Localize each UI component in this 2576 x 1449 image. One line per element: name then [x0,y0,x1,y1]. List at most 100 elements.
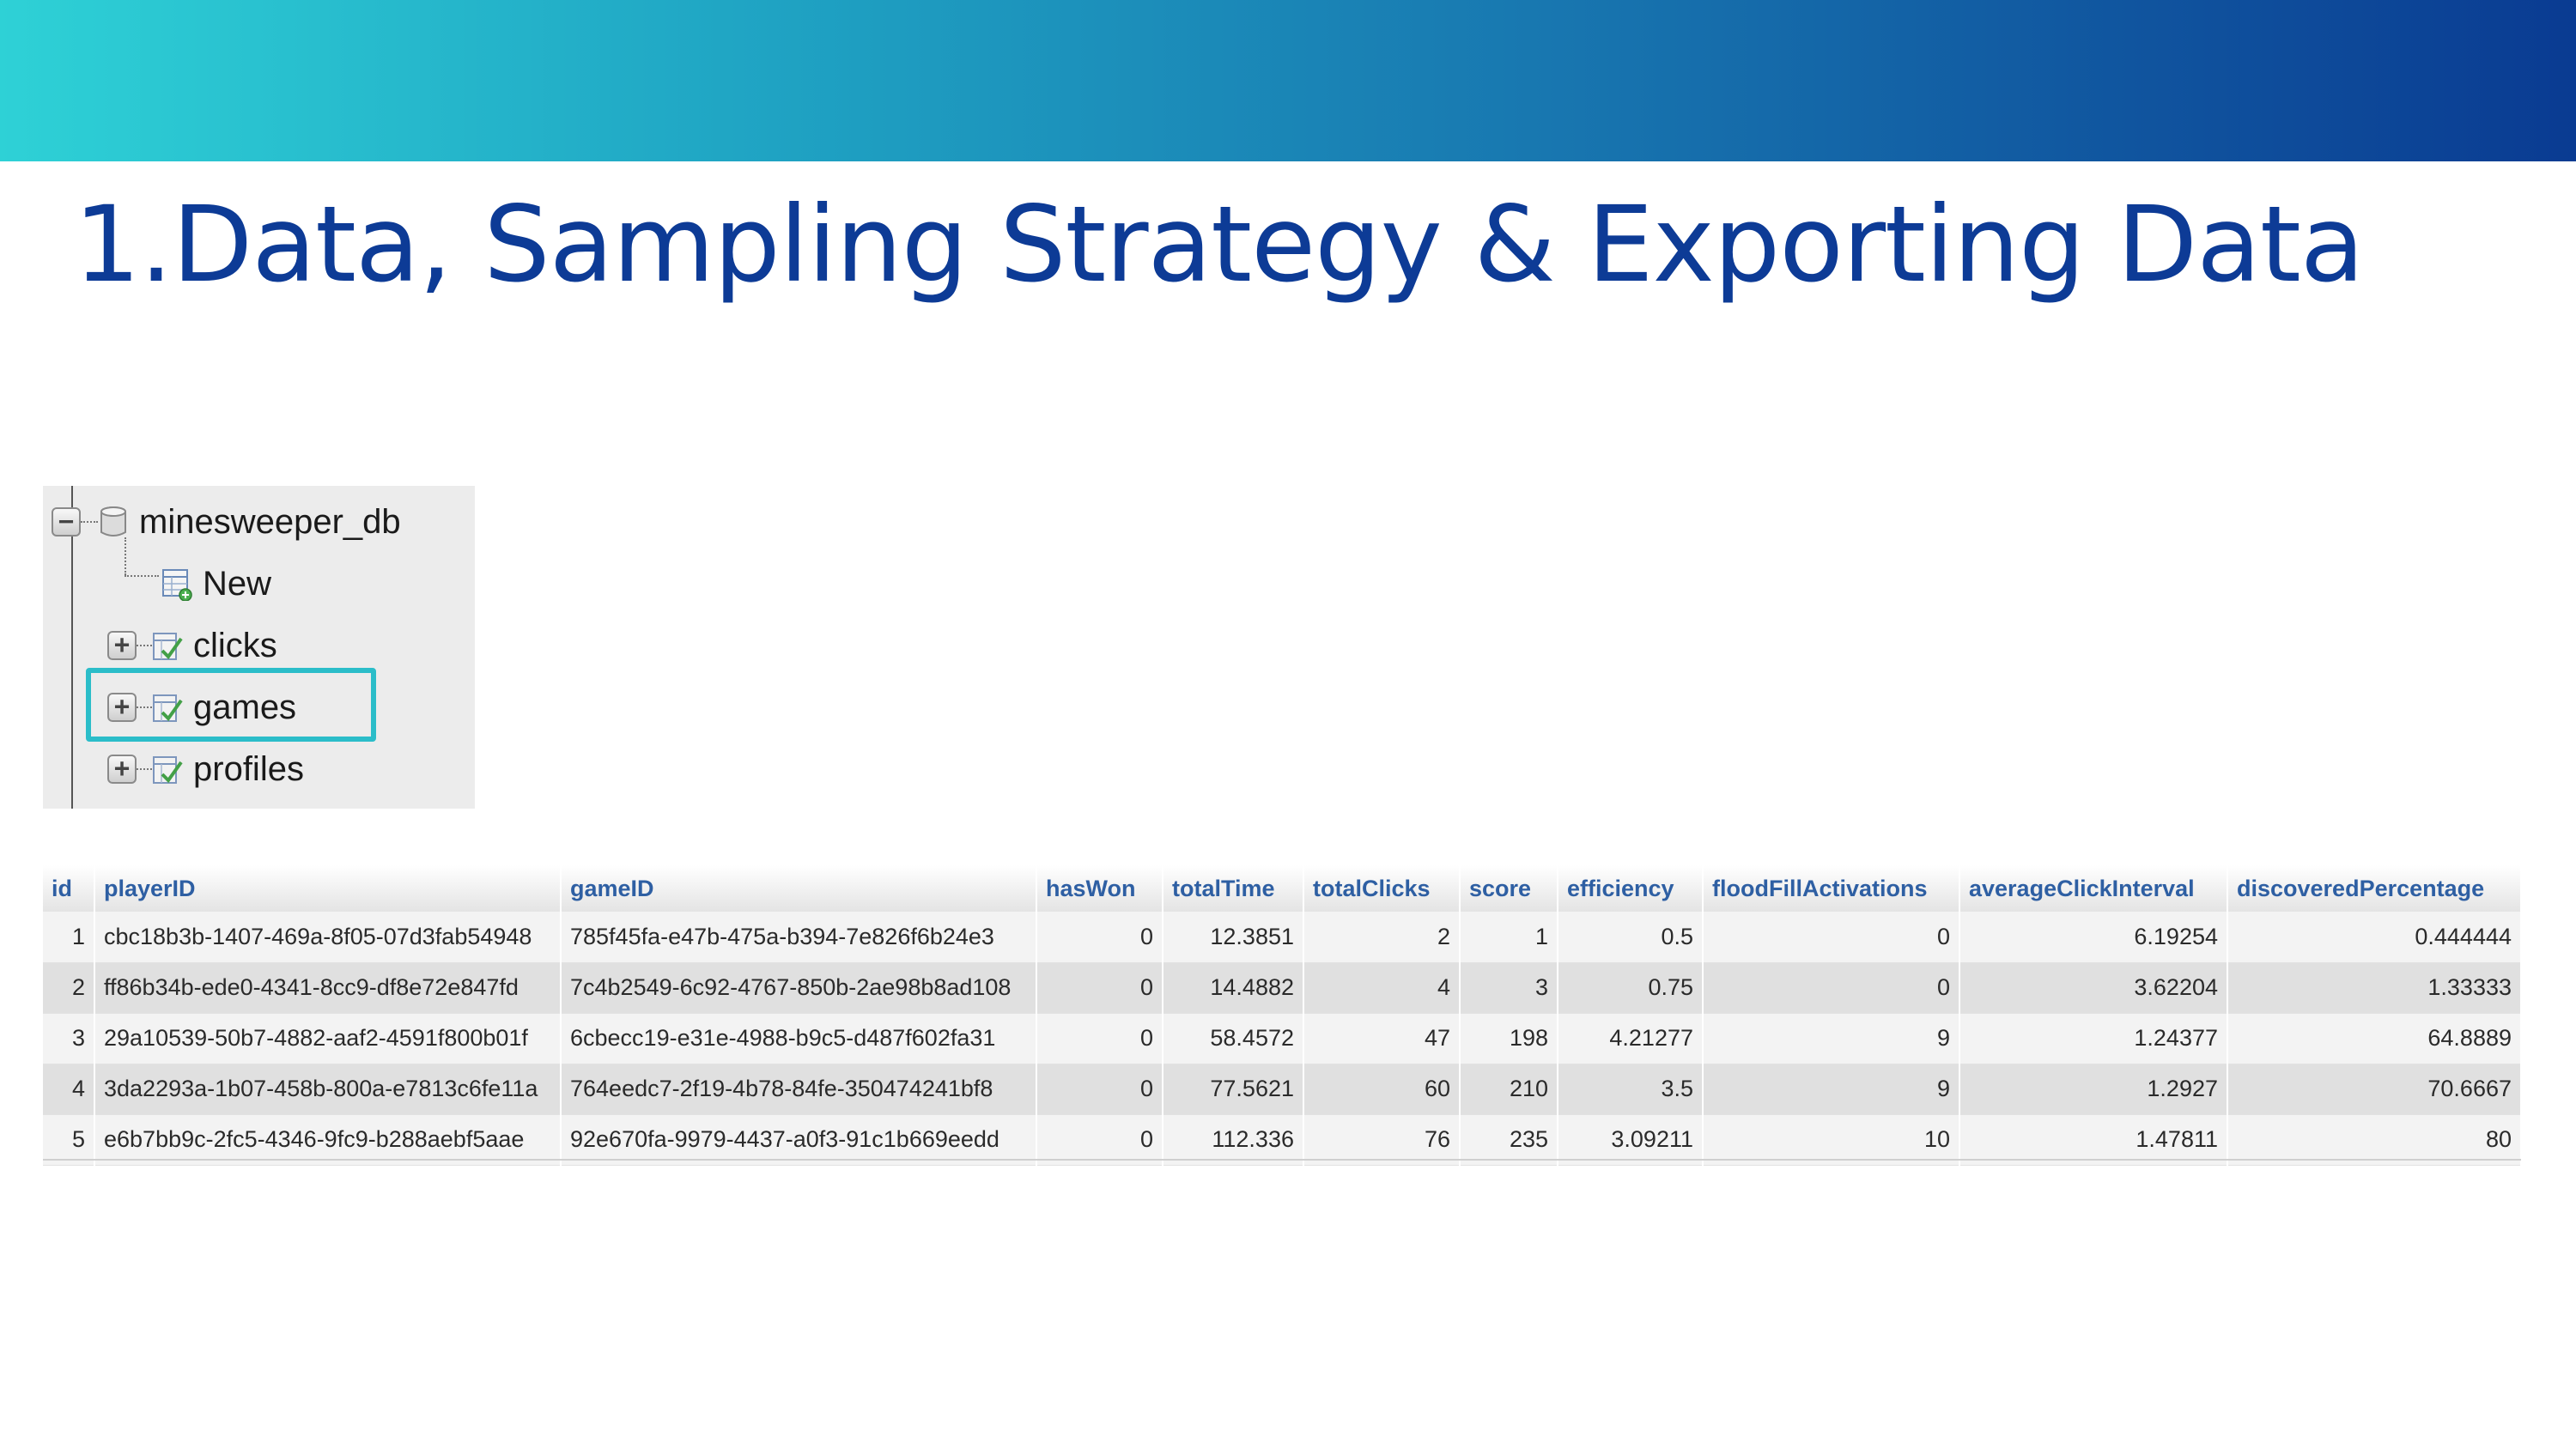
tree-connector [137,706,152,708]
cell-gameid: 6cbecc19-e31e-4988-b9c5-d487f602fa31 [561,1013,1037,1064]
column-header-score[interactable]: score [1460,865,1558,912]
table-row[interactable]: 5 e6b7bb9c-2fc5-4346-9fc9-b288aebf5aae 9… [43,1114,2522,1166]
tree-line [71,486,73,809]
cell-haswon: 0 [1036,1064,1163,1115]
cell-floodfillactivations: 0 [1703,962,1960,1014]
tree-item-label: games [193,688,297,726]
cell-floodfillactivations: 10 [1703,1114,1960,1166]
tree-connector [137,768,152,770]
cell-totaltime: 77.5621 [1163,1064,1304,1115]
cell-id: 4 [43,1064,95,1115]
cell-totaltime: 58.4572 [1163,1013,1304,1064]
cell-efficiency: 3.09211 [1558,1114,1704,1166]
cell-playerid: 29a10539-50b7-4882-aaf2-4591f800b01f [94,1013,562,1064]
database-name: minesweeper_db [139,502,401,541]
games-data-table: id playerID gameID hasWon totalTime tota… [43,865,2522,1166]
cell-score: 235 [1460,1114,1558,1166]
cell-id: 5 [43,1114,95,1166]
cell-discoveredpercentage: 1.33333 [2227,962,2522,1014]
column-header-playerid[interactable]: playerID [94,865,562,912]
table-header-row: id playerID gameID hasWon totalTime tota… [43,865,2522,912]
cell-id: 1 [43,912,95,963]
tree-connector [81,521,98,523]
cell-discoveredpercentage: 70.6667 [2227,1064,2522,1115]
tree-item-clicks[interactable]: + clicks [107,621,277,670]
cell-totaltime: 12.3851 [1163,912,1304,963]
cell-score: 210 [1460,1064,1558,1115]
cell-efficiency: 3.5 [1558,1064,1704,1115]
cell-gameid: 785f45fa-e47b-475a-b394-7e826f6b24e3 [561,912,1037,963]
cell-averageclickinterval: 3.62204 [1959,962,2228,1014]
cell-playerid: cbc18b3b-1407-469a-8f05-07d3fab54948 [94,912,562,963]
cell-gameid: 92e670fa-9979-4437-a0f3-91c1b669eedd [561,1114,1037,1166]
cell-score: 1 [1460,912,1558,963]
cell-floodfillactivations: 0 [1703,912,1960,963]
cell-discoveredpercentage: 0.444444 [2227,912,2522,963]
column-header-floodfillactivations[interactable]: floodFillActivations [1703,865,1960,912]
column-header-totaltime[interactable]: totalTime [1163,865,1304,912]
cell-totaltime: 112.336 [1163,1114,1304,1166]
tree-item-label: clicks [193,626,277,664]
cell-score: 3 [1460,962,1558,1014]
expand-icon[interactable]: + [107,631,137,660]
cell-gameid: 7c4b2549-6c92-4767-850b-2ae98b8ad108 [561,962,1037,1014]
column-header-efficiency[interactable]: efficiency [1558,865,1704,912]
cell-score: 198 [1460,1013,1558,1064]
table-icon [153,694,183,722]
tree-item-label: New [203,564,272,603]
database-tree-panel: − minesweeper_db New + cli [43,486,475,809]
tree-item-new[interactable]: New [161,560,271,608]
cell-efficiency: 4.21277 [1558,1013,1704,1064]
cell-discoveredpercentage: 80 [2227,1114,2522,1166]
cell-playerid: e6b7bb9c-2fc5-4346-9fc9-b288aebf5aae [94,1114,562,1166]
cell-averageclickinterval: 1.2927 [1959,1064,2228,1115]
cell-totalclicks: 4 [1303,962,1461,1014]
cell-gameid: 764eedc7-2f19-4b78-84fe-350474241bf8 [561,1064,1037,1115]
cell-floodfillactivations: 9 [1703,1013,1960,1064]
column-header-id[interactable]: id [43,865,95,912]
cell-totaltime: 14.4882 [1163,962,1304,1014]
table-row[interactable]: 1 cbc18b3b-1407-469a-8f05-07d3fab54948 7… [43,912,2522,963]
tree-item-label: profiles [193,749,304,788]
cell-efficiency: 0.75 [1558,962,1704,1014]
collapse-icon[interactable]: − [52,507,81,537]
cell-playerid: 3da2293a-1b07-458b-800a-e7813c6fe11a [94,1064,562,1115]
database-icon [100,506,126,537]
header-banner [0,0,2576,161]
tree-item-profiles[interactable]: + profiles [107,745,304,793]
cell-floodfillactivations: 9 [1703,1064,1960,1115]
column-header-totalclicks[interactable]: totalClicks [1303,865,1461,912]
cell-haswon: 0 [1036,1013,1163,1064]
cell-playerid: ff86b34b-ede0-4341-8cc9-df8e72e847fd [94,962,562,1014]
cell-haswon: 0 [1036,912,1163,963]
games-highlight-box [86,668,376,742]
cell-averageclickinterval: 1.24377 [1959,1013,2228,1064]
slide-title: 1.Data, Sampling Strategy & Exporting Da… [74,184,2365,306]
column-header-discoveredpercentage[interactable]: discoveredPercentage [2227,865,2522,912]
table-row[interactable]: 2 ff86b34b-ede0-4341-8cc9-df8e72e847fd 7… [43,962,2522,1014]
table-bottom-border [43,1159,2521,1161]
column-header-averageclickinterval[interactable]: averageClickInterval [1959,865,2228,912]
cell-haswon: 0 [1036,1114,1163,1166]
expand-icon[interactable]: + [107,755,137,784]
tree-line [125,537,126,575]
expand-icon[interactable]: + [107,693,137,722]
table-icon [153,633,183,660]
cell-averageclickinterval: 1.47811 [1959,1114,2228,1166]
cell-efficiency: 0.5 [1558,912,1704,963]
column-header-haswon[interactable]: hasWon [1036,865,1163,912]
table-row[interactable]: 4 3da2293a-1b07-458b-800a-e7813c6fe11a 7… [43,1064,2522,1115]
new-table-icon [162,569,192,601]
cell-totalclicks: 2 [1303,912,1461,963]
column-header-gameid[interactable]: gameID [561,865,1037,912]
tree-item-games[interactable]: + games [107,683,296,731]
cell-averageclickinterval: 6.19254 [1959,912,2228,963]
cell-discoveredpercentage: 64.8889 [2227,1013,2522,1064]
tree-connector [137,645,152,646]
cell-totalclicks: 60 [1303,1064,1461,1115]
tree-line [125,575,159,577]
tree-item-database[interactable]: − minesweeper_db [52,498,401,546]
cell-totalclicks: 47 [1303,1013,1461,1064]
table-row[interactable]: 3 29a10539-50b7-4882-aaf2-4591f800b01f 6… [43,1013,2522,1064]
cell-haswon: 0 [1036,962,1163,1014]
